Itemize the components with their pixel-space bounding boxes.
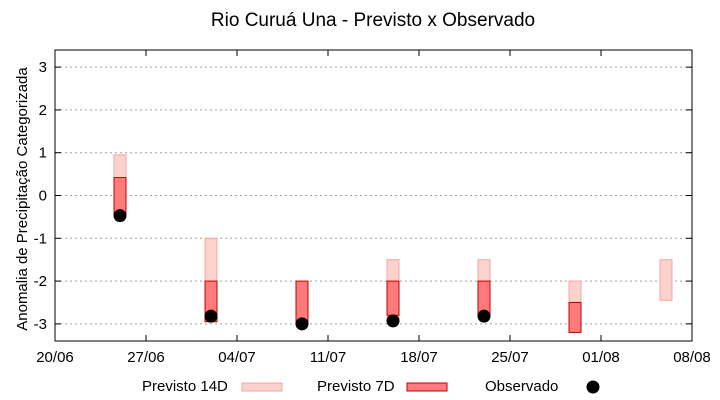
y-tick-label: -3	[34, 316, 47, 333]
x-tick-label: 20/06	[36, 349, 74, 366]
legend-swatch	[241, 382, 283, 392]
x-tick-label: 04/07	[218, 349, 256, 366]
axis-ticks: -3 -2 -1 0 1 2 3 20/06 27/06 04/07 11/07 18/07 25/07…	[34, 50, 711, 366]
legend-swatch	[586, 380, 600, 394]
observed-points	[113, 209, 491, 331]
x-tick-label: 08/08	[673, 349, 711, 366]
y-tick-label: -1	[34, 230, 47, 247]
legend-swatch	[406, 382, 448, 392]
x-tick-label: 11/07	[310, 349, 346, 366]
y-tick-label: 3	[39, 59, 47, 76]
y-tick-label: 0	[39, 188, 47, 205]
previsto-7d-bar	[386, 280, 400, 316]
y-tick-label: 1	[39, 145, 47, 162]
observado-point	[295, 317, 309, 331]
previsto-14d-bar	[659, 259, 673, 301]
legend-label: Previsto 14D	[142, 378, 228, 395]
chart-title: Rio Curuá Una - Previsto x Observado	[211, 10, 535, 31]
observado-point	[386, 314, 400, 328]
x-tick-label: 18/07	[400, 349, 438, 366]
grid-lines	[55, 66, 692, 325]
y-axis-label: Anomalia de Precipitação Categorizada	[14, 67, 31, 331]
observado-point	[204, 309, 218, 323]
y-tick-label: 2	[39, 102, 47, 119]
x-tick-label: 27/06	[127, 349, 165, 366]
legend-label: Previsto 7D	[317, 378, 395, 395]
observado-point	[477, 309, 491, 323]
range-bars	[113, 154, 673, 333]
previsto-7d-bar	[568, 301, 582, 333]
legend: Previsto 14D Previsto 7D Observado	[142, 378, 600, 395]
x-tick-label: 01/08	[582, 349, 620, 366]
legend-label: Observado	[485, 378, 558, 395]
y-tick-label: -2	[34, 273, 47, 290]
observado-point	[113, 209, 127, 223]
x-tick-label: 25/07	[491, 349, 529, 366]
